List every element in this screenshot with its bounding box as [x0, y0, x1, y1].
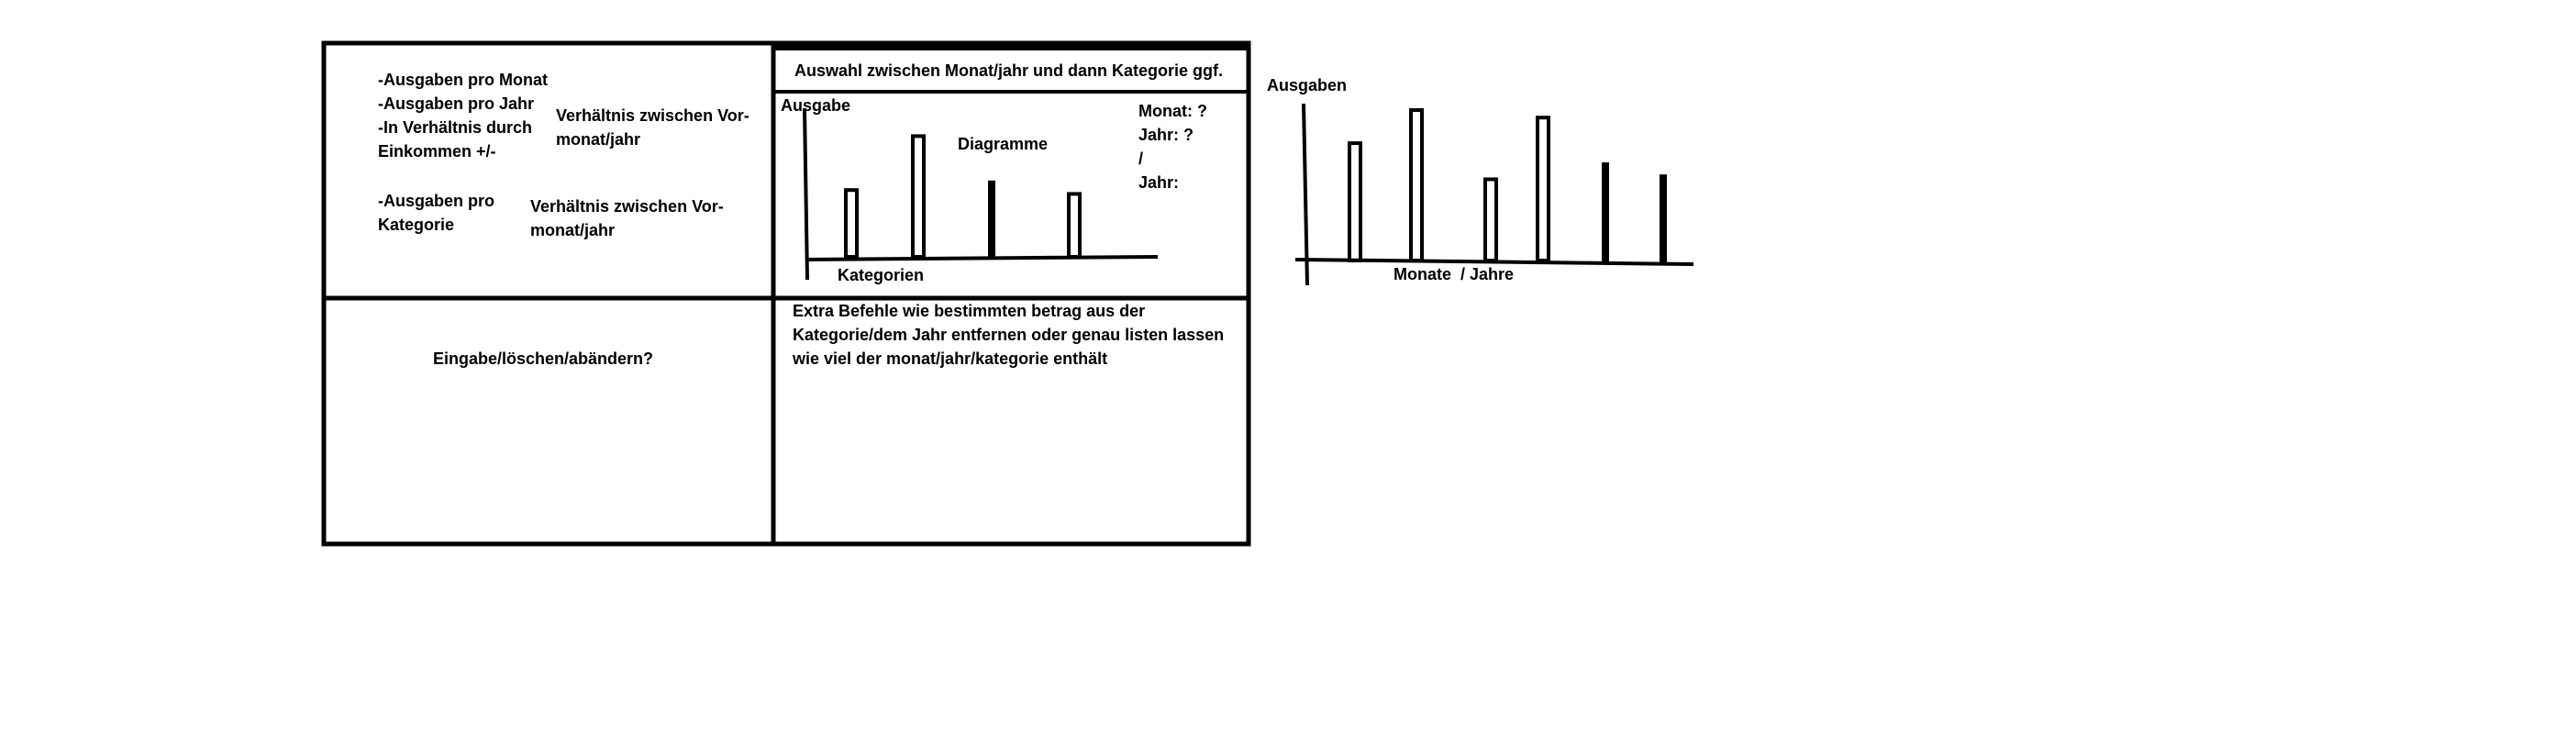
chart2-bar-2 — [1409, 108, 1424, 262]
chart1-y-axis — [803, 107, 809, 281]
extra-commands-text: Extra Befehle wie bestimmten betrag aus … — [793, 302, 1225, 368]
chart1-x-axis — [805, 255, 1159, 261]
chart2-bar-3 — [1483, 177, 1498, 262]
chart1-y-label: Ausgabe — [781, 96, 851, 115]
category-item: -Ausgaben pro Kategorie — [378, 192, 495, 234]
chart2-bar-4 — [1536, 116, 1550, 262]
chart1-bar-2 — [911, 134, 926, 259]
chart2-bar-5 — [1602, 162, 1609, 262]
chart1-bar-1 — [844, 188, 859, 259]
chart2-bar-6 — [1660, 174, 1667, 262]
chart2-y-axis — [1302, 103, 1309, 286]
chart1-bar-3 — [988, 180, 995, 259]
spending-list: -Ausgaben pro Monat -Ausgaben pro Jahr -… — [378, 71, 548, 161]
input-panel-label[interactable]: Eingabe/löschen/abändern? — [433, 349, 654, 368]
chart2-x-label: Monate / Jahre — [1393, 265, 1515, 283]
chart2-y-label: Ausgaben — [1267, 76, 1348, 94]
chart1-title: Diagramme — [958, 135, 1049, 153]
ratio-note-category: Verhältnis zwischen Vor- monat/jahr — [530, 197, 724, 239]
chart1-bar-4 — [1067, 192, 1082, 259]
ratio-note-monthly: Verhältnis zwischen Vor- monat/jahr — [556, 106, 749, 149]
selection-bar[interactable]: Auswahl zwischen Monat/jahr und dann Kat… — [794, 61, 1224, 80]
period-info: Monat: ? Jahr: ? / Jahr: — [1138, 102, 1207, 192]
chart1-x-label: Kategorien — [838, 266, 925, 284]
chart2-bar-1 — [1348, 141, 1362, 262]
chart2-bars — [1348, 108, 1667, 262]
chart1-bars — [844, 134, 1082, 259]
